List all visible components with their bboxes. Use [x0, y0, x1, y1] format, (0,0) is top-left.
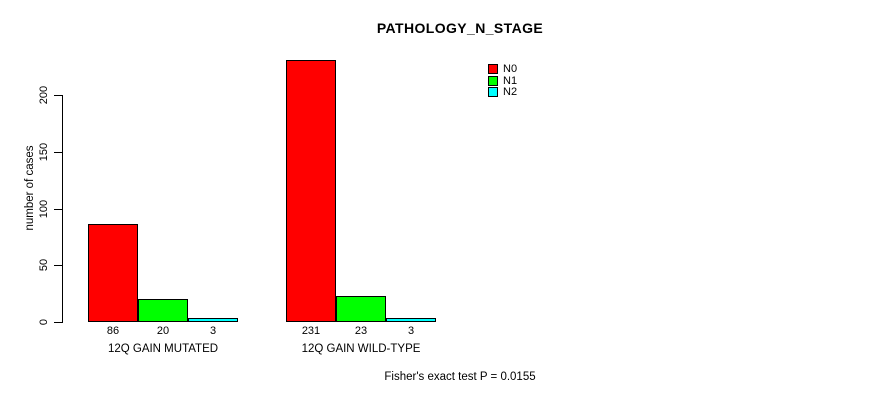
y-axis-tick-label: 50	[38, 258, 50, 272]
bar-n1-group1	[138, 299, 188, 322]
bar-n0-group2	[286, 60, 336, 322]
legend-swatch-n2	[488, 87, 498, 97]
bar-value-label: 3	[407, 325, 415, 337]
legend-label-n1: N1	[503, 74, 518, 87]
bar-value-label: 3	[209, 325, 217, 337]
x-category-label: 12Q GAIN WILD-TYPE	[301, 343, 421, 355]
bar-value-label: 23	[354, 325, 368, 337]
y-axis-tick	[54, 322, 62, 323]
y-axis-tick	[54, 152, 62, 153]
legend-label-n0: N0	[503, 63, 518, 75]
x-category-label: 12Q GAIN MUTATED	[107, 343, 219, 355]
legend-swatch-n1	[488, 75, 498, 86]
y-axis-tick	[54, 209, 62, 210]
bar-n2-group1	[188, 318, 238, 322]
bar-n1-group2	[336, 296, 386, 322]
legend-swatch-n0	[488, 64, 498, 74]
legend: N0 N1 N2	[488, 64, 517, 99]
chart-title: PATHOLOGY_N_STAGE	[376, 20, 544, 36]
bar-value-label: 86	[106, 325, 120, 337]
bar-value-label: 20	[156, 325, 170, 337]
y-axis-tick-label: 0	[38, 318, 50, 326]
legend-label-n2: N2	[503, 86, 518, 98]
legend-item-n1: N1	[488, 74, 518, 87]
y-axis-line	[62, 95, 63, 323]
bar-n2-group2	[386, 318, 436, 322]
y-axis-tick-label: 150	[38, 142, 50, 162]
stat-test-annotation: Fisher's exact test P = 0.0155	[384, 371, 536, 383]
legend-item-n0: N0	[488, 63, 518, 75]
y-axis-tick-label: 200	[38, 85, 50, 105]
y-axis-tick	[54, 265, 62, 266]
legend-item-n2: N2	[488, 86, 518, 98]
y-axis-tick-label: 100	[38, 199, 50, 219]
bar-n0-group1	[88, 224, 138, 322]
y-axis-tick	[54, 95, 62, 96]
bar-value-label: 231	[301, 325, 321, 337]
y-axis-title: number of cases	[24, 145, 36, 231]
